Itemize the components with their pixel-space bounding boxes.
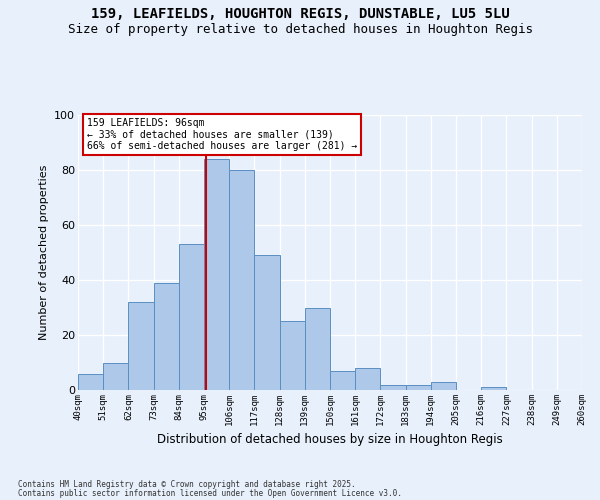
Bar bbox=[305, 308, 330, 390]
Bar bbox=[431, 382, 456, 390]
Bar bbox=[154, 283, 179, 390]
X-axis label: Distribution of detached houses by size in Houghton Regis: Distribution of detached houses by size … bbox=[157, 434, 503, 446]
Text: Contains public sector information licensed under the Open Government Licence v3: Contains public sector information licen… bbox=[18, 489, 402, 498]
Bar bbox=[103, 362, 128, 390]
Bar bbox=[254, 255, 280, 390]
Bar bbox=[280, 322, 305, 390]
Bar bbox=[355, 368, 380, 390]
Bar bbox=[128, 302, 154, 390]
Bar bbox=[330, 371, 355, 390]
Text: 159, LEAFIELDS, HOUGHTON REGIS, DUNSTABLE, LU5 5LU: 159, LEAFIELDS, HOUGHTON REGIS, DUNSTABL… bbox=[91, 8, 509, 22]
Text: Contains HM Land Registry data © Crown copyright and database right 2025.: Contains HM Land Registry data © Crown c… bbox=[18, 480, 356, 489]
Bar bbox=[380, 384, 406, 390]
Bar bbox=[204, 159, 229, 390]
Text: 159 LEAFIELDS: 96sqm
← 33% of detached houses are smaller (139)
66% of semi-deta: 159 LEAFIELDS: 96sqm ← 33% of detached h… bbox=[87, 118, 358, 151]
Bar bbox=[406, 384, 431, 390]
Bar bbox=[229, 170, 254, 390]
Bar bbox=[481, 387, 506, 390]
Bar bbox=[78, 374, 103, 390]
Bar bbox=[179, 244, 204, 390]
Y-axis label: Number of detached properties: Number of detached properties bbox=[38, 165, 49, 340]
Text: Size of property relative to detached houses in Houghton Regis: Size of property relative to detached ho… bbox=[67, 22, 533, 36]
